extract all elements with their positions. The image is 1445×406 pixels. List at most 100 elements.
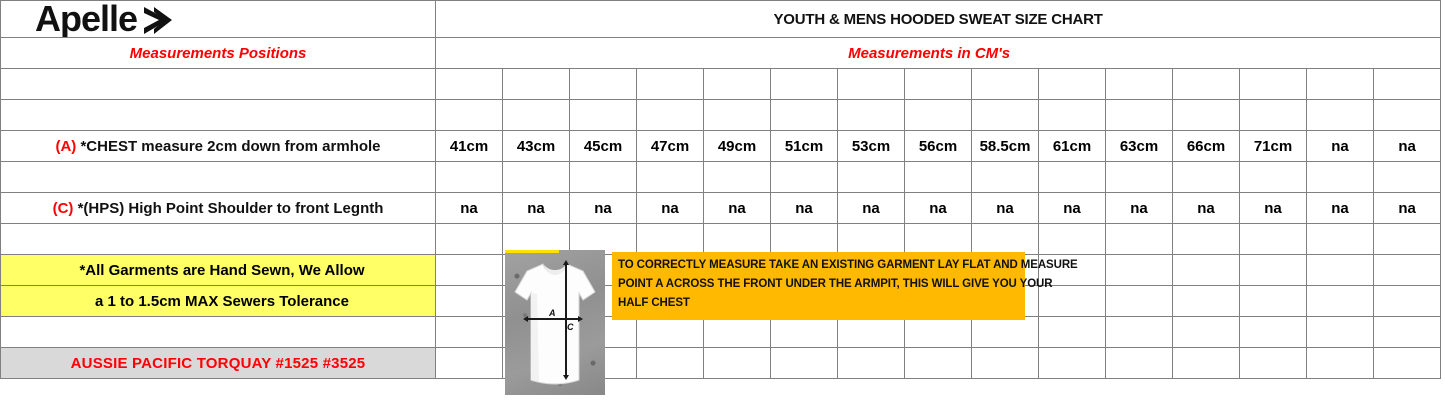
measurement-label-c: C	[567, 322, 574, 332]
spacer-cell	[502, 99, 570, 131]
spacer-cell	[1239, 285, 1307, 317]
spacer-cell	[1105, 223, 1173, 255]
cell-hps-M: na	[971, 192, 1039, 224]
spacer-cell	[1105, 316, 1173, 348]
spacer-cell	[1372, 161, 1442, 193]
spacer-cell	[971, 99, 1039, 131]
cell-hps-XS: na	[837, 192, 905, 224]
spacer-cell	[1306, 285, 1374, 317]
cell-chest-5XL: na	[1372, 130, 1442, 162]
spacer-cell	[0, 99, 436, 131]
spacer-cell	[636, 316, 704, 348]
tolerance-note-line2: a 1 to 1.5cm MAX Sewers Tolerance	[0, 285, 436, 317]
yellow-marker-strip	[505, 250, 559, 253]
spacer-cell	[971, 347, 1039, 379]
cell-hps-12Y: na	[703, 192, 771, 224]
size-col-10Y: 10Y	[636, 68, 704, 100]
spacer-cell	[435, 347, 503, 379]
spacer-cell	[703, 161, 771, 193]
spacer-cell	[569, 161, 637, 193]
tolerance-note-line1: *All Garments are Hand Sewn, We Allow	[0, 254, 436, 286]
spacer-cell	[1172, 347, 1240, 379]
footer-note: AUSSIE PACIFIC TORQUAY #1525 #3525	[0, 347, 436, 379]
spacer-cell	[1038, 316, 1106, 348]
page-title: YOUTH & MENS HOODED SWEAT SIZE CHART	[434, 0, 1442, 38]
spacer-cell	[1306, 316, 1374, 348]
size-col-XL: XL	[1105, 68, 1173, 100]
spacer-cell	[1372, 223, 1442, 255]
size-col-L: L	[1038, 68, 1106, 100]
spacer-cell	[1239, 254, 1307, 286]
instruction-line-1: TO CORRECTLY MEASURE TAKE AN EXISTING GA…	[618, 259, 1078, 271]
size-col-4Y: 4Y	[435, 68, 503, 100]
spacer-cell	[1172, 161, 1240, 193]
spacer-cell	[703, 99, 771, 131]
row-label-chest: (A) *CHEST measure 2cm down from armhole	[0, 130, 436, 162]
spacer-cell	[1172, 316, 1240, 348]
spacer-cell	[1105, 285, 1173, 317]
spacer-cell	[904, 161, 972, 193]
spacer-row-4	[0, 316, 1442, 348]
row-label-chest-text: *CHEST measure 2cm down from armhole	[76, 137, 381, 155]
spacer-cell	[636, 161, 704, 193]
spacer-cell	[1239, 99, 1307, 131]
spacer-cell	[904, 347, 972, 379]
cell-chest-L: 61cm	[1038, 130, 1106, 162]
cell-chest-S: 56cm	[904, 130, 972, 162]
cell-chest-XXL: 66cm	[1172, 130, 1240, 162]
measure-instruction-box: TO CORRECTLY MEASURE TAKE AN EXISTING GA…	[612, 252, 1078, 320]
spacer-cell	[1372, 99, 1442, 131]
spacer-cell	[636, 347, 704, 379]
cell-hps-3XL: na	[1239, 192, 1307, 224]
cell-chest-4Y: 41cm	[435, 130, 503, 162]
size-col-XS: XS	[837, 68, 905, 100]
cell-hps-XXL: na	[1172, 192, 1240, 224]
spacer-cell	[1172, 99, 1240, 131]
spacer-cell	[1105, 161, 1173, 193]
measurement-arrow-c	[563, 260, 568, 380]
cell-hps-S: na	[904, 192, 972, 224]
spacer-cell	[1239, 316, 1307, 348]
cell-hps-10Y: na	[636, 192, 704, 224]
spacer-cell	[636, 223, 704, 255]
row-code-c: (C)	[52, 199, 74, 217]
cell-hps-4Y: na	[435, 192, 503, 224]
spacer-cell	[502, 223, 570, 255]
spacer-cell	[0, 223, 436, 255]
instruction-line-3: HALF CHEST	[618, 297, 690, 309]
spacer-row-1	[0, 99, 1442, 131]
spacer-cell	[770, 223, 838, 255]
header-row: Apelle YOUTH & MENS HOODED SWEAT SIZE CH…	[0, 0, 1442, 38]
cell-chest-3XL: 71cm	[1239, 130, 1307, 162]
size-chart-table: Apelle YOUTH & MENS HOODED SWEAT SIZE CH…	[0, 0, 1442, 379]
spacer-cell	[435, 161, 503, 193]
instruction-line-2: POINT A ACROSS THE FRONT UNDER THE ARMPI…	[618, 278, 1053, 290]
subheader-measurement-positions: Measurements Positions	[0, 37, 436, 69]
size-col-8Y: 8Y	[569, 68, 637, 100]
cell-chest-12Y: 49cm	[703, 130, 771, 162]
spacer-cell	[435, 99, 503, 131]
brand-logo-cell: Apelle	[0, 0, 436, 38]
cell-chest-M: 58.5cm	[971, 130, 1039, 162]
row-label-hps: (C) *(HPS) High Point Shoulder to front …	[0, 192, 436, 224]
spacer-cell	[837, 99, 905, 131]
size-header-label: SIZE	[0, 68, 436, 100]
spacer-cell	[1306, 254, 1374, 286]
subheader-measurements-cm: Measurements in CM's	[434, 37, 1442, 69]
spacer-cell	[971, 223, 1039, 255]
size-col-5XL: 5XL	[1372, 68, 1442, 100]
cell-hps-14Y: na	[770, 192, 838, 224]
spacer-cell	[636, 99, 704, 131]
spacer-cell	[1239, 347, 1307, 379]
spacer-cell	[971, 161, 1039, 193]
spacer-cell	[435, 316, 503, 348]
spacer-cell	[770, 99, 838, 131]
spacer-cell	[837, 347, 905, 379]
spacer-cell	[770, 161, 838, 193]
spacer-cell	[1105, 347, 1173, 379]
spacer-row-3	[0, 223, 1442, 255]
row-code-a: (A)	[55, 137, 77, 155]
spacer-cell	[1038, 99, 1106, 131]
spacer-cell	[1038, 254, 1106, 286]
spacer-cell	[0, 161, 436, 193]
